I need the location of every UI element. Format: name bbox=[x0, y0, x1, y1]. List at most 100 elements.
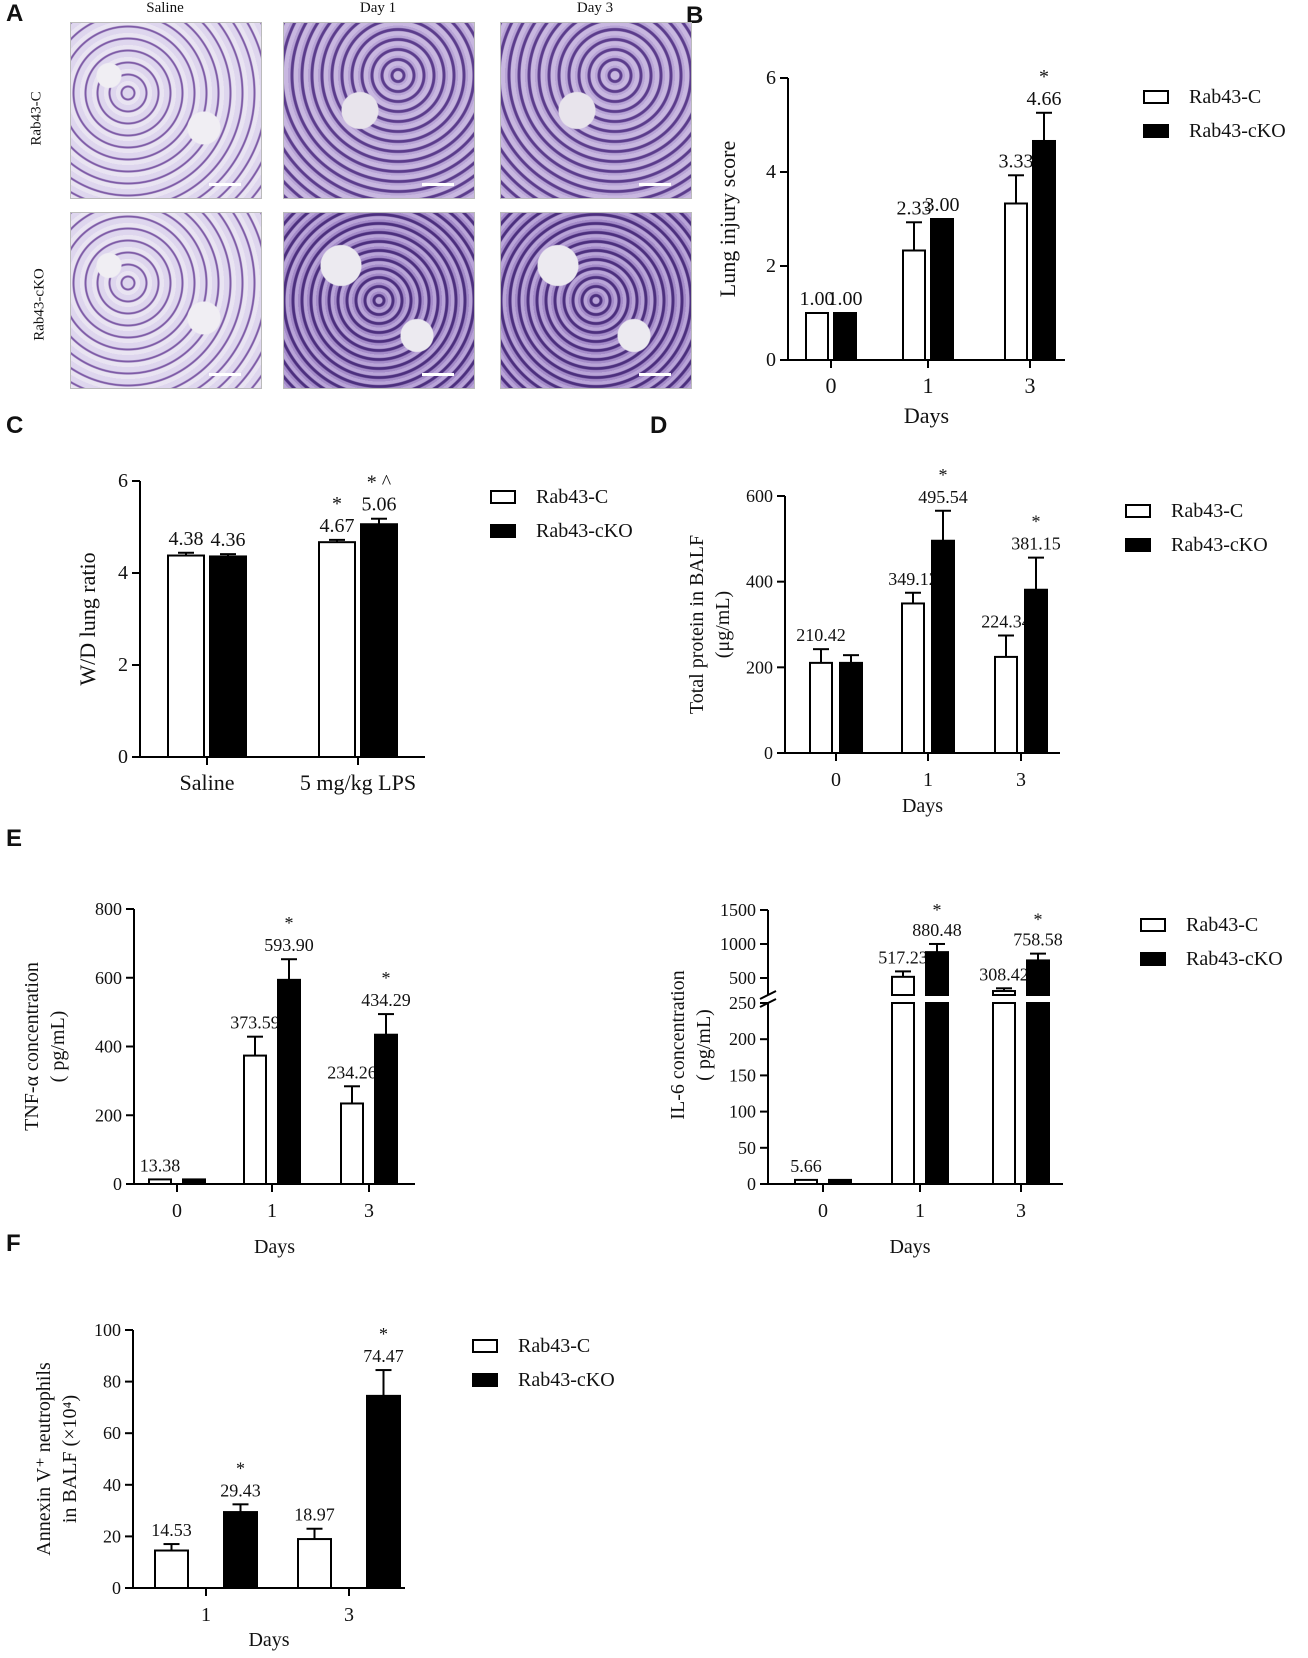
chart-e2-data-label: 308.42 bbox=[979, 964, 1029, 984]
chart-e1-y-tick-label: 0 bbox=[113, 1174, 122, 1194]
chart-e2-significance-mark: * bbox=[1034, 910, 1043, 930]
legend-label: Rab43-cKO bbox=[1171, 533, 1268, 556]
chart-c-data-label: 4.36 bbox=[211, 529, 246, 551]
legend-swatch-open bbox=[490, 490, 516, 504]
chart-b-data-label: 1.00 bbox=[800, 288, 835, 310]
chart-b-y-tick-label: 6 bbox=[766, 67, 776, 89]
chart-d-bar-cko bbox=[1024, 588, 1048, 754]
legend-swatch-filled bbox=[1125, 538, 1151, 552]
panel-letter-e: E bbox=[6, 825, 23, 852]
legend-swatch-filled bbox=[472, 1373, 498, 1387]
legend-label: Rab43-C bbox=[518, 1334, 591, 1357]
chart-c-y-tick-label: 2 bbox=[118, 654, 128, 676]
chart-d-x-tick-label: 1 bbox=[923, 769, 933, 791]
histology-image-control-day3 bbox=[500, 22, 692, 199]
chart-d-y-label: Total protein in BALF bbox=[686, 535, 708, 714]
histology-column-saline: Saline bbox=[146, 0, 184, 16]
panel-letter-f: F bbox=[6, 1230, 21, 1257]
legend-label: Rab43-C bbox=[1186, 913, 1259, 936]
chart-b-bar-control bbox=[1004, 202, 1028, 361]
chart-b-data-label: 2.33 bbox=[897, 197, 932, 219]
chart-b-x-tick-label: 3 bbox=[1025, 373, 1036, 398]
chart-b-bar-cko bbox=[1032, 139, 1056, 361]
chart-e1-x-tick-label: 0 bbox=[172, 1200, 182, 1222]
scale-bar bbox=[422, 373, 454, 376]
chart-c-bar-control bbox=[318, 541, 356, 758]
scale-bar bbox=[209, 373, 241, 376]
chart-e2-y-tick-label: 0 bbox=[747, 1174, 756, 1194]
legend-label: Rab43-cKO bbox=[1186, 947, 1283, 970]
chart-c-significance-mark: * bbox=[332, 493, 342, 515]
chart-f-y-tick-label: 20 bbox=[103, 1526, 121, 1546]
chart-f-y-label-units: in BALF (×10⁴) bbox=[59, 1395, 81, 1523]
legend-item-control: Rab43-C bbox=[472, 1329, 615, 1363]
chart-b-significance-mark: * bbox=[1039, 66, 1049, 88]
panel-letter-a: A bbox=[6, 0, 24, 27]
chart-b-data-label: 1.00 bbox=[828, 288, 863, 310]
chart-b-y-tick-label: 2 bbox=[766, 255, 776, 277]
chart-b-x-label: Days bbox=[904, 403, 949, 428]
legend-label: Rab43-cKO bbox=[518, 1368, 615, 1391]
chart-b-y-tick-label: 0 bbox=[766, 349, 776, 371]
chart-f-x-tick-label: 3 bbox=[344, 1604, 354, 1626]
chart-c-bar-cko bbox=[209, 555, 247, 758]
chart-e1-y-label: TNF-α concentration bbox=[21, 962, 43, 1131]
chart-d-x-tick-label: 3 bbox=[1016, 769, 1026, 791]
chart-e1-x-tick-label: 3 bbox=[364, 1200, 374, 1222]
chart-f-data-label: 14.53 bbox=[151, 1520, 192, 1540]
chart-e2-data-label: 517.23 bbox=[878, 947, 928, 967]
chart-e1-data-label: 373.59 bbox=[230, 1013, 280, 1033]
legend-item-cko: Rab43-cKO bbox=[1143, 114, 1286, 148]
chart-e2-bar-cko-upper bbox=[925, 951, 949, 997]
chart-e1-x-label: Days bbox=[254, 1236, 295, 1258]
chart-e2-y-tick-label: 500 bbox=[729, 968, 756, 988]
legend-label: Rab43-C bbox=[1189, 85, 1262, 108]
chart-b-y-label: Lung injury score bbox=[715, 141, 740, 297]
chart-e2-bar-control-upper bbox=[992, 990, 1016, 997]
chart-e2-bar-control-upper bbox=[891, 975, 915, 997]
chart-e2-x-tick-label: 3 bbox=[1016, 1200, 1026, 1222]
legend-item-cko: Rab43-cKO bbox=[1140, 942, 1283, 976]
legend-d: Rab43-C Rab43-cKO bbox=[1125, 494, 1268, 562]
chart-c-data-label: 4.38 bbox=[169, 528, 204, 550]
chart-f-y-tick-label: 60 bbox=[103, 1423, 121, 1443]
scale-bar bbox=[209, 183, 241, 186]
chart-d-y-label-units: (μg/mL) bbox=[712, 591, 734, 658]
chart-b-data-label: 4.66 bbox=[1027, 88, 1062, 110]
legend-swatch-open bbox=[472, 1339, 498, 1353]
chart-e2-data-label: 5.66 bbox=[790, 1156, 822, 1176]
legend-item-cko: Rab43-cKO bbox=[472, 1363, 615, 1397]
chart-e1-data-label: 434.29 bbox=[361, 990, 411, 1010]
legend-swatch-filled bbox=[1143, 124, 1169, 138]
chart-d-data-label: 495.54 bbox=[918, 487, 968, 507]
chart-c-data-label: 4.67 bbox=[320, 515, 355, 537]
legend-f: Rab43-C Rab43-cKO bbox=[472, 1329, 615, 1397]
chart-e1-y-label-units: ( pg/mL) bbox=[47, 1011, 69, 1083]
histology-image-cko-saline bbox=[70, 212, 262, 389]
legend-item-control: Rab43-C bbox=[1125, 494, 1268, 528]
legend-label: Rab43-cKO bbox=[536, 519, 633, 542]
legend-swatch-filled bbox=[1140, 952, 1166, 966]
legend-swatch-open bbox=[1143, 90, 1169, 104]
chart-c-x-tick-label: Saline bbox=[180, 770, 235, 795]
chart-b-bar-control bbox=[902, 249, 926, 362]
chart-f-y-tick-label: 40 bbox=[103, 1475, 121, 1495]
chart-d-x-label: Days bbox=[902, 795, 943, 817]
chart-b-x-tick-label: 1 bbox=[923, 373, 934, 398]
chart-f-bar-control bbox=[297, 1538, 332, 1589]
histology-column-day1: Day 1 bbox=[359, 0, 397, 16]
legend-c: Rab43-C Rab43-cKO bbox=[490, 480, 633, 548]
legend-item-cko: Rab43-cKO bbox=[490, 514, 633, 548]
legend-swatch-open bbox=[1125, 504, 1151, 518]
legend-e: Rab43-C Rab43-cKO bbox=[1140, 908, 1283, 976]
chart-c-y-tick-label: 4 bbox=[118, 562, 128, 584]
chart-b-data-label: 3.33 bbox=[999, 150, 1034, 172]
chart-f-y-tick-label: 100 bbox=[94, 1320, 121, 1340]
chart-d-y-tick-label: 0 bbox=[764, 743, 773, 763]
chart-e1-y-tick-label: 400 bbox=[95, 1037, 122, 1057]
chart-c-bar-control bbox=[167, 554, 205, 759]
chart-e2-y-tick-label: 100 bbox=[729, 1102, 756, 1122]
chart-d-data-label: 381.15 bbox=[1011, 534, 1061, 554]
chart-e2-x-label: Days bbox=[889, 1236, 930, 1258]
chart-e2-bar-control-lower bbox=[891, 1002, 915, 1185]
